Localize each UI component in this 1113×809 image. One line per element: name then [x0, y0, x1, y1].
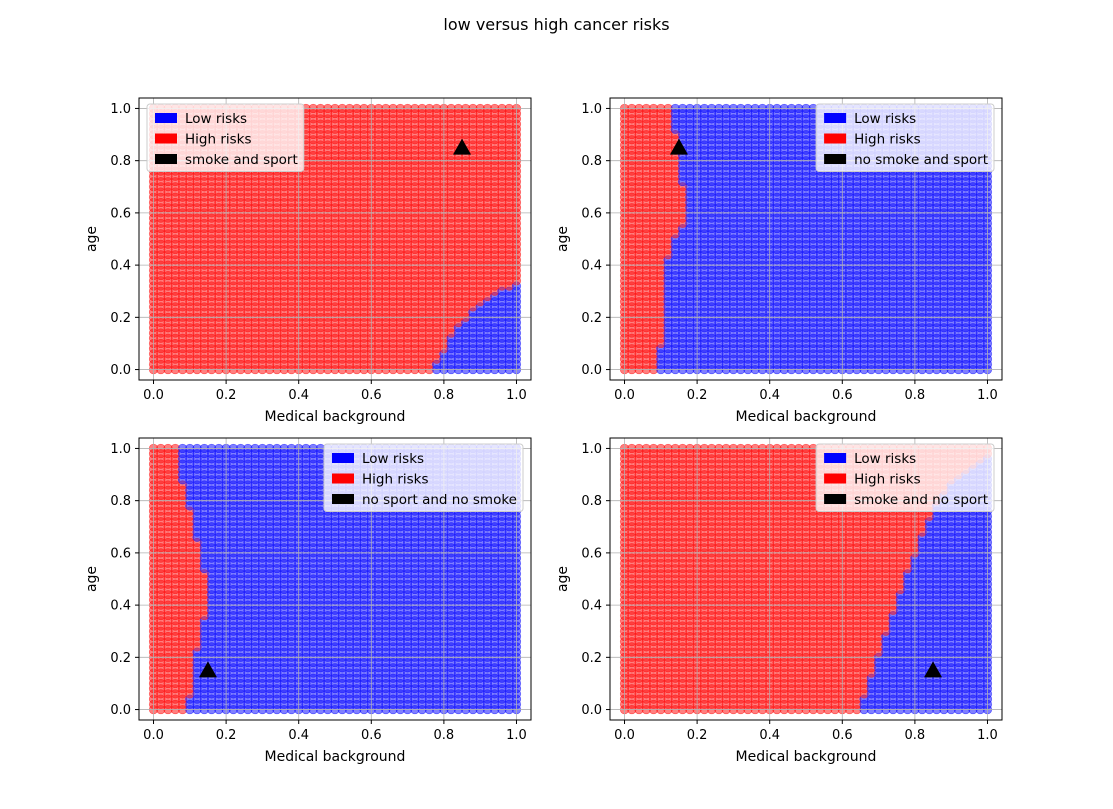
x-tick-label: 0.8: [434, 388, 455, 403]
x-axis-label: Medical background: [265, 409, 406, 425]
x-tick-label: 0.2: [216, 388, 237, 403]
x-tick-label: 0.0: [143, 388, 164, 403]
legend-swatch: [155, 154, 177, 164]
y-tick-label: 1.0: [110, 102, 131, 117]
y-tick-label: 0.6: [110, 206, 131, 221]
y-tick-label: 0.4: [110, 259, 131, 274]
legend-box: [146, 103, 305, 172]
axes-frame: [138, 97, 532, 381]
y-tick-label: 0.2: [110, 311, 131, 326]
y-axis-label: age: [84, 226, 100, 252]
y-tick-label: 0.8: [110, 154, 131, 169]
legend-label: smoke and sport: [185, 152, 298, 168]
subplot-grid: 0.0 0.2 0.4 0.6 0.8 1.0 0.0 0.2 0.4 0.6 0.8 1.0 Medi…: [84, 97, 1003, 765]
x-tick-label: 0.6: [361, 388, 382, 403]
subplot-1: 0.0 0.2 0.4 0.6 0.8 1.0 0.0 0.2 0.4 0.6 0.8 1.0 Medi…: [84, 97, 532, 425]
legend-label: High risks: [185, 132, 252, 148]
x-tick-label: 0.4: [288, 388, 309, 403]
y-tick-label: 0.0: [110, 363, 131, 378]
figure-title: low versus high cancer risks: [443, 15, 669, 34]
legend: Low risks High risks smoke and sport: [146, 103, 305, 172]
legend-label: Low risks: [185, 111, 247, 127]
x-tick-label: 1.0: [506, 388, 527, 403]
legend-swatch: [155, 113, 177, 123]
subplot-2: 0.0 0.2 0.4 0.6 0.8 1.00.00.20.40.60.81.0Medi…: [555, 97, 1003, 425]
marker-triangle: [453, 138, 472, 155]
legend-swatch: [155, 133, 177, 144]
